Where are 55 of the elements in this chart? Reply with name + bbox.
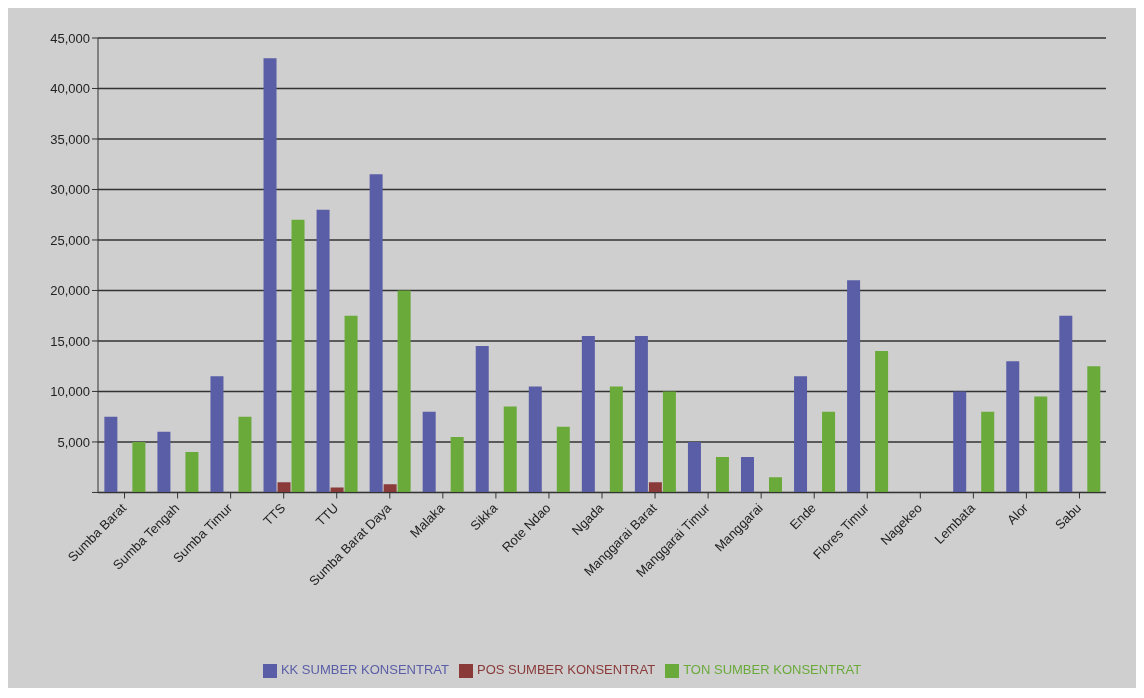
bar xyxy=(291,219,305,493)
y-tick-label: 35,000 xyxy=(50,131,90,147)
bar xyxy=(715,457,729,493)
bar xyxy=(687,441,701,493)
legend-label: POS SUMBER KONSENTRAT xyxy=(476,662,656,678)
bar xyxy=(1059,315,1073,493)
bar xyxy=(556,426,570,493)
bar xyxy=(316,209,330,493)
bar xyxy=(475,346,489,493)
bar xyxy=(369,174,383,493)
bar xyxy=(450,436,464,493)
y-tick-label: 10,000 xyxy=(50,384,90,400)
bar xyxy=(330,487,344,493)
bar xyxy=(769,477,782,493)
bar xyxy=(648,482,662,493)
y-tick-label: 45,000 xyxy=(50,30,90,46)
legend-label: TON SUMBER KONSENTRAT xyxy=(683,662,862,678)
bar xyxy=(581,335,595,493)
bar xyxy=(344,315,358,493)
bar xyxy=(157,431,171,493)
bar xyxy=(634,335,648,493)
y-tick-label: 20,000 xyxy=(50,283,90,299)
bar xyxy=(422,411,436,493)
bar xyxy=(875,351,889,493)
bar xyxy=(238,416,252,493)
bar xyxy=(1034,396,1048,493)
bar xyxy=(822,411,836,493)
bar xyxy=(263,58,277,493)
bar xyxy=(277,482,291,493)
bar xyxy=(185,452,199,493)
bar xyxy=(528,386,542,493)
bar xyxy=(132,441,146,493)
legend-label: KK SUMBER KONSENTRAT xyxy=(280,662,449,678)
y-tick-label: 15,000 xyxy=(50,333,90,349)
bar xyxy=(104,416,118,493)
bar xyxy=(1087,366,1101,493)
bar xyxy=(1006,361,1020,493)
y-tick-label: 5,000 xyxy=(57,434,90,450)
bar xyxy=(503,406,517,493)
bar xyxy=(383,484,397,493)
bar xyxy=(794,376,808,493)
y-tick-label: 40,000 xyxy=(50,81,90,97)
bar xyxy=(953,391,967,493)
x-tick-label: TTS xyxy=(260,500,289,529)
bar xyxy=(981,411,995,493)
bar xyxy=(210,376,224,493)
bar xyxy=(741,457,754,493)
y-tick-label: 25,000 xyxy=(50,232,90,248)
y-tick-label: 30,000 xyxy=(50,182,90,198)
x-tick-label: Alor xyxy=(1004,499,1032,528)
bar xyxy=(847,280,861,493)
x-tick-label: TTU xyxy=(312,500,342,529)
bar xyxy=(397,290,411,493)
bar xyxy=(662,391,676,493)
bar xyxy=(609,386,623,493)
